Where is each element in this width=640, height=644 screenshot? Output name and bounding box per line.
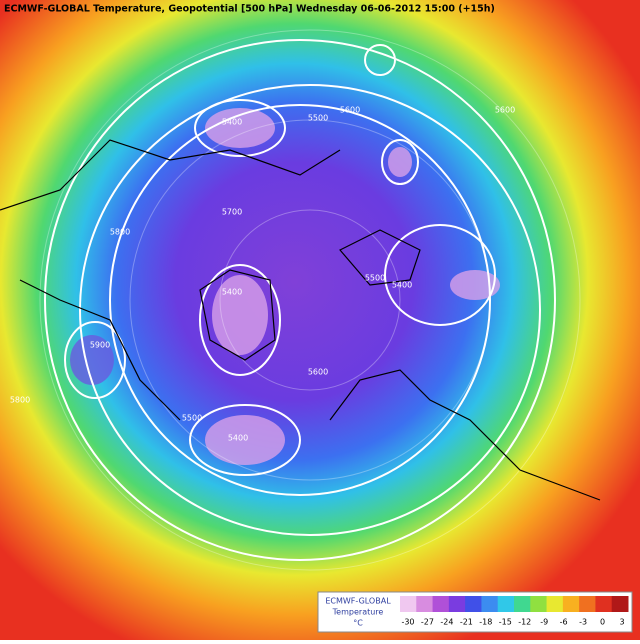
cold-cores: [70, 108, 500, 465]
contour-label: 5700: [222, 208, 242, 217]
geopotential-contours: [44, 39, 556, 561]
colorbar-tick-label: -27: [421, 618, 434, 627]
contour-label: 5400: [222, 118, 242, 127]
colorbar-swatch: [562, 596, 580, 612]
colorbar-tick-label: -21: [460, 618, 473, 627]
contour-label: 5400: [228, 434, 248, 443]
colorbar-swatch: [448, 596, 466, 612]
colorbar-swatch: [432, 596, 450, 612]
map-title: ECMWF-GLOBAL Temperature, Geopotential […: [4, 4, 495, 15]
colorbar-swatch: [514, 596, 531, 612]
colorbar-tick-label: -24: [440, 618, 453, 627]
contour-label: 5500: [182, 414, 202, 423]
colorbar-swatch: [465, 596, 482, 612]
contour-label: 5500: [365, 274, 385, 283]
legend-unit: °C: [353, 619, 363, 628]
contour-label: 5400: [222, 288, 242, 297]
colorbar-tick-label: -12: [518, 618, 531, 627]
colorbar-tick-label: -6: [560, 618, 568, 627]
colorbar-tick-label: 3: [619, 618, 624, 627]
contour-label: 5600: [340, 106, 360, 115]
colorbar-tick-label: -9: [540, 618, 548, 627]
contour-label: 5800: [110, 228, 130, 237]
colorbar-swatch: [579, 596, 596, 612]
colorbar-swatch: [611, 596, 629, 612]
colorbar-swatch: [400, 596, 417, 612]
coastlines: [0, 139, 601, 501]
legend-variable: Temperature: [332, 608, 384, 617]
colorbar-swatch: [595, 596, 613, 612]
contour-label: 5600: [495, 106, 515, 115]
colorbar-tick-label: 0: [600, 618, 605, 627]
contour-label: 5400: [392, 281, 412, 290]
colorbar-tick-label: -15: [499, 618, 512, 627]
colorbar-swatch: [546, 596, 564, 612]
contour-label: 5900: [90, 341, 110, 350]
legend-title: ECMWF-GLOBAL: [325, 597, 391, 606]
colorbar-swatch: [481, 596, 499, 612]
colorbar-tick-label: -30: [401, 618, 414, 627]
contour-label: 5800: [10, 396, 30, 405]
colorbar-swatch: [497, 596, 515, 612]
colorbar-tick-label: -18: [479, 618, 492, 627]
grid-circles: [39, 29, 581, 571]
colorbar-swatch: [416, 596, 434, 612]
contour-label: 5600: [308, 368, 328, 377]
colorbar-swatch: [530, 596, 548, 612]
colorbar-tick-label: -3: [579, 618, 587, 627]
contour-label: 5500: [308, 114, 328, 123]
